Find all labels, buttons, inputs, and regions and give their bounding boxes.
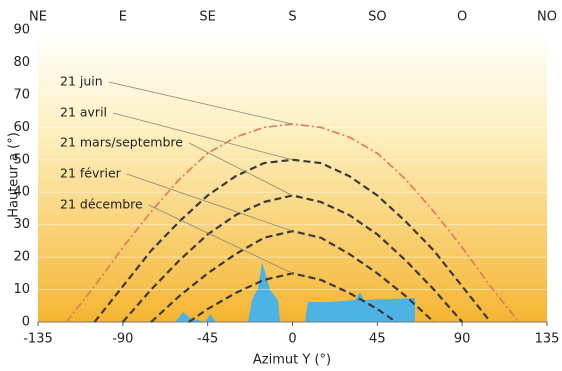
compass-label: E xyxy=(119,10,127,25)
compass-label: SE xyxy=(199,10,215,25)
series-label: 21 juin xyxy=(60,74,103,89)
compass-label: S xyxy=(288,10,296,25)
y-tick-label: 90 xyxy=(13,23,30,38)
series-label: 21 mars/septembre xyxy=(60,135,183,150)
x-tick-label: 45 xyxy=(369,332,386,347)
y-axis-title: Hauteur a (°) xyxy=(7,132,22,218)
y-tick-label: 70 xyxy=(13,87,30,102)
compass-label: O xyxy=(457,10,467,25)
y-tick-label: 0 xyxy=(22,315,30,330)
leader-line xyxy=(108,81,293,125)
x-tick-label: 90 xyxy=(454,332,471,347)
x-tick-label: -45 xyxy=(197,332,218,347)
series-label: 21 décembre xyxy=(60,197,143,212)
x-axis-title: Azimut Y (°) xyxy=(253,353,331,368)
sun-path xyxy=(122,194,463,323)
x-tick-label: 135 xyxy=(535,332,560,347)
x-tick-label: -135 xyxy=(23,332,53,347)
sun-path xyxy=(65,123,520,323)
y-tick-label: 30 xyxy=(13,217,30,232)
y-tick-label: 10 xyxy=(13,282,30,297)
x-tick-label: 0 xyxy=(288,332,296,347)
leader-line xyxy=(148,204,293,274)
y-tick-label: 80 xyxy=(13,55,30,70)
y-tick-label: 20 xyxy=(13,250,30,265)
sun-path xyxy=(93,158,492,323)
sun-path xyxy=(150,230,435,323)
series-label: 21 février xyxy=(60,166,122,181)
compass-label: SO xyxy=(368,10,386,25)
series-label: 21 avril xyxy=(60,105,107,120)
compass-label: NO xyxy=(537,10,557,25)
compass-label: NE xyxy=(29,10,47,25)
leader-line xyxy=(126,173,293,232)
x-tick-label: -90 xyxy=(112,332,133,347)
y-tick-label: 60 xyxy=(13,120,30,135)
y-tick-label: 50 xyxy=(13,152,30,167)
leader-line xyxy=(188,142,293,196)
leader-line xyxy=(112,112,293,161)
skyline xyxy=(138,262,415,322)
y-tick-label: 40 xyxy=(13,185,30,200)
